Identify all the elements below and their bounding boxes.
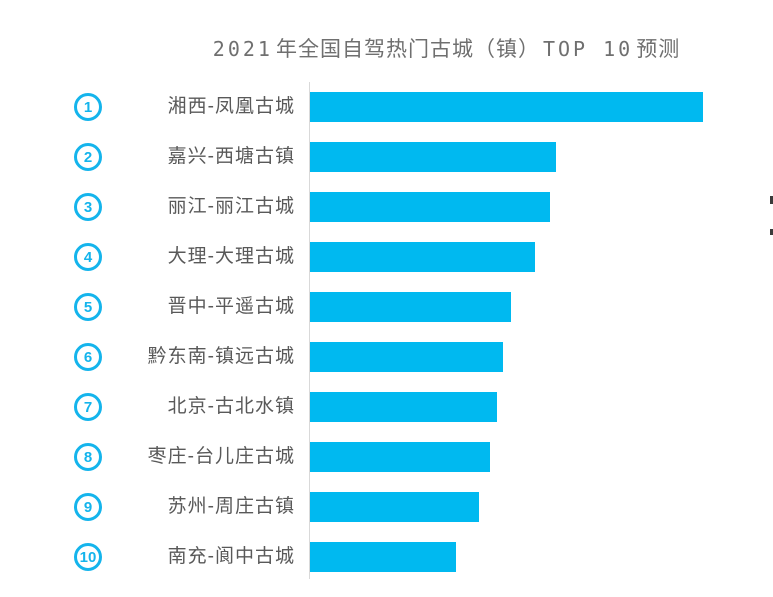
chart-row-7: 7 北京-古北水镇 <box>0 382 773 432</box>
rank-badge-3: 3 <box>74 193 102 221</box>
chart-row-5: 5 晋中-平遥古城 <box>0 282 773 332</box>
category-label: 黔东南-镇远古城 <box>147 346 295 367</box>
rank-number: 3 <box>83 198 93 216</box>
category-label: 湘西-凤凰古城 <box>167 96 295 117</box>
rank-badge-8: 8 <box>74 443 102 471</box>
title-year: 2021 <box>212 37 273 61</box>
chart-row-8: 8 枣庄-台儿庄古城 <box>0 432 773 482</box>
bar <box>310 342 503 372</box>
rank-badge-4: 4 <box>74 243 102 271</box>
rank-badge-1: 1 <box>74 93 102 121</box>
rank-badge-7: 7 <box>74 393 102 421</box>
title-tail: 预测 <box>636 38 681 61</box>
title-mid: 年全国自驾热门古城（镇） <box>275 38 540 61</box>
title-top10: TOP 10 <box>542 37 634 61</box>
chart-row-2: 2 嘉兴-西塘古镇 <box>0 132 773 182</box>
rank-number: 9 <box>83 498 93 516</box>
category-label: 南充-阆中古城 <box>167 546 295 567</box>
bar <box>310 192 550 222</box>
bar <box>310 142 556 172</box>
chart-title: 2021 年全国自驾热门古城（镇） TOP 10 预测 <box>100 33 773 63</box>
category-label: 北京-古北水镇 <box>167 396 295 417</box>
bar <box>310 492 479 522</box>
category-label: 晋中-平遥古城 <box>167 296 295 317</box>
rank-number: 8 <box>83 448 93 466</box>
rank-number: 10 <box>79 548 97 566</box>
chart-row-9: 9 苏州-周庄古镇 <box>0 482 773 532</box>
category-label: 丽江-丽江古城 <box>167 196 295 217</box>
category-label: 大理-大理古城 <box>167 246 295 267</box>
chart-row-3: 3 丽江-丽江古城 <box>0 182 773 232</box>
rank-badge-6: 6 <box>74 343 102 371</box>
category-label: 枣庄-台儿庄古城 <box>147 446 295 467</box>
chart-row-10: 10 南充-阆中古城 <box>0 532 773 582</box>
bar <box>310 542 456 572</box>
bar <box>310 242 535 272</box>
chart-row-4: 4 大理-大理古城 <box>0 232 773 282</box>
category-label: 嘉兴-西塘古镇 <box>167 146 295 167</box>
bar <box>310 392 497 422</box>
clipped-edge-artifact <box>770 196 773 204</box>
rank-number: 5 <box>83 298 93 316</box>
chart-row-6: 6 黔东南-镇远古城 <box>0 332 773 382</box>
y-axis-line <box>309 82 310 579</box>
chart-row-1: 1 湘西-凤凰古城 <box>0 82 773 132</box>
bar <box>310 292 511 322</box>
rank-badge-9: 9 <box>74 493 102 521</box>
bar <box>310 92 703 122</box>
rank-number: 2 <box>83 148 93 166</box>
category-label: 苏州-周庄古镇 <box>167 496 295 517</box>
rank-number: 7 <box>83 398 93 416</box>
rank-badge-5: 5 <box>74 293 102 321</box>
clipped-edge-artifact <box>770 229 773 235</box>
rank-badge-10: 10 <box>74 543 102 571</box>
rank-number: 1 <box>83 98 93 116</box>
rank-number: 4 <box>83 248 93 266</box>
rank-badge-2: 2 <box>74 143 102 171</box>
rank-number: 6 <box>83 348 93 366</box>
bar <box>310 442 490 472</box>
